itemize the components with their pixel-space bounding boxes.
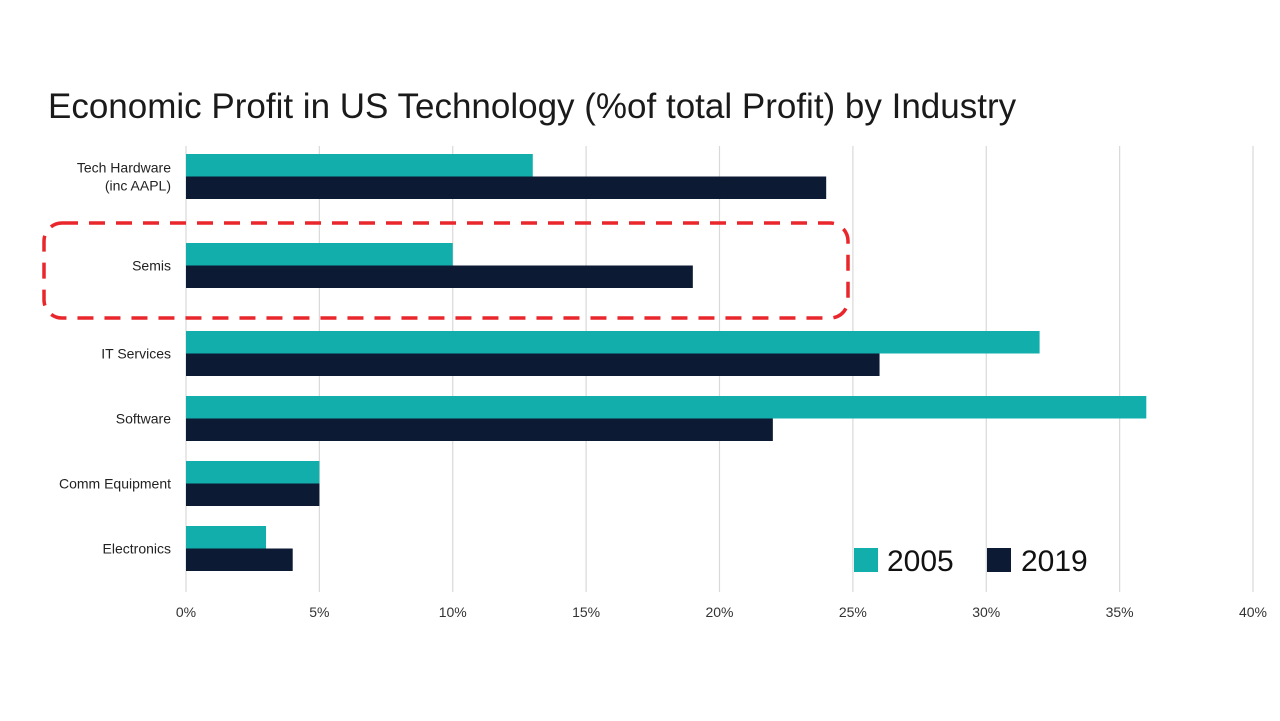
legend-swatch-2019 (987, 548, 1011, 572)
x-tick-labels: 0% 5% 10% 15% 20% 25% 30% 35% 40% (176, 604, 1267, 620)
x-tick-label: 35% (1106, 604, 1134, 620)
bar-2005 (186, 331, 1040, 354)
semis-highlight-box (42, 221, 850, 320)
x-tick-label: 5% (309, 604, 329, 620)
bar-2019 (186, 176, 827, 199)
legend-swatch-2005 (854, 548, 878, 572)
legend-label: 2019 (1021, 545, 1088, 578)
x-tick-label: 40% (1239, 604, 1267, 620)
legend: 2005 2019 (854, 545, 1088, 578)
bar-2019 (186, 483, 320, 506)
bar-2005 (186, 154, 533, 177)
x-tick-label: 25% (839, 604, 867, 620)
x-tick-label: 30% (972, 604, 1000, 620)
bar-2019 (186, 548, 293, 571)
bar-2019 (186, 265, 693, 288)
bar-2005 (186, 396, 1147, 419)
bar-2005 (186, 526, 267, 549)
bar-2019 (186, 353, 880, 376)
category-label: Tech Hardware (77, 160, 171, 176)
category-label: IT Services (101, 346, 171, 362)
category-label: (inc AAPL) (105, 178, 171, 194)
x-tick-label: 15% (572, 604, 600, 620)
category-labels: Tech Hardware (inc AAPL) Semis IT Services S… (59, 160, 171, 557)
x-tick-label: 0% (176, 604, 196, 620)
bars (186, 154, 1147, 571)
bar-2005 (186, 461, 320, 484)
bar-2005 (186, 243, 453, 266)
category-label: Software (116, 411, 171, 427)
category-label: Comm Equipment (59, 476, 171, 492)
x-tick-label: 10% (439, 604, 467, 620)
highlight-box (42, 221, 850, 320)
chart-title: Economic Profit in US Technology (%of to… (48, 87, 1017, 126)
x-tick-label: 20% (705, 604, 733, 620)
bar-2019 (186, 418, 773, 441)
category-label: Semis (132, 258, 171, 274)
legend-label: 2005 (887, 545, 954, 578)
category-label: Electronics (103, 541, 171, 557)
